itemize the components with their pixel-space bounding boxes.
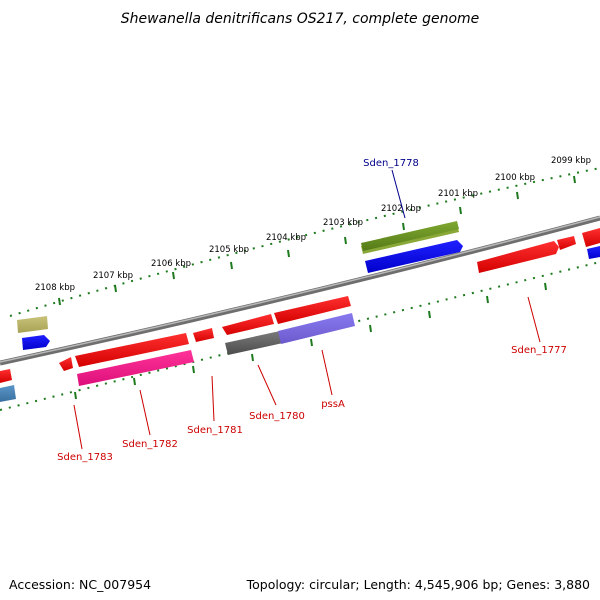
gene-label-sden-1783[interactable]: Sden_1783: [57, 452, 113, 463]
kbp-label-2099: 2099 kbp: [551, 156, 591, 166]
gene-label-sden-1781[interactable]: Sden_1781: [187, 425, 243, 436]
gene-red-small-a[interactable]: [557, 236, 576, 250]
gene-label-sden-1778[interactable]: Sden_1778: [363, 158, 419, 169]
gene-sden-1782-magenta[interactable]: [77, 350, 194, 386]
inner-major-ticks: [74, 282, 547, 400]
leader-sden-1783: [73, 404, 83, 450]
gene-label-sden-1782[interactable]: Sden_1782: [122, 439, 178, 450]
gene-pssA-red[interactable]: [274, 296, 351, 324]
tick-2100: [516, 191, 519, 200]
map-title: Shewanella denitrificans OS217, complete…: [121, 11, 480, 27]
reverse-strand-genes: [0, 296, 355, 402]
leader-sden-1778: [391, 169, 406, 219]
gene-steel-left-edge[interactable]: [0, 385, 16, 402]
inner-scale-track: [0, 261, 600, 411]
leader-sden-1777: [527, 296, 541, 343]
label-leaders: [73, 169, 541, 450]
kbp-label-2102: 2102 kbp: [381, 204, 421, 214]
gene-red-left-edge[interactable]: [0, 369, 12, 383]
kbp-label-2105: 2105 kbp: [209, 245, 249, 255]
outer-scale-track: [9, 167, 600, 317]
tick-2104: [287, 249, 290, 258]
gene-blue-forward[interactable]: [365, 240, 463, 273]
gene-sden-1782-red[interactable]: [75, 333, 189, 367]
gene-blue-edge[interactable]: [587, 246, 600, 259]
kbp-label-2101: 2101 kbp: [438, 189, 478, 199]
tick-2101: [459, 206, 462, 215]
gene-khaki[interactable]: [17, 316, 48, 333]
gene-red-edge[interactable]: [582, 228, 600, 247]
forward-strand-genes: [17, 221, 600, 350]
kbp-label-2107: 2107 kbp: [93, 271, 133, 281]
kbp-label-2106: 2106 kbp: [151, 259, 191, 269]
gene-sden-1780-red[interactable]: [222, 314, 274, 335]
tick-2102: [402, 222, 405, 231]
gene-blue-left[interactable]: [22, 335, 50, 350]
genome-summary-text: Topology: circular; Length: 4,545,906 bp…: [246, 577, 590, 592]
gene-labels: Sden_1778 Sden_1777 pssA Sden_1780 Sden_…: [57, 158, 567, 463]
gene-pssA-purple[interactable]: [278, 313, 355, 344]
genome-backbone: [0, 215, 600, 366]
gene-label-sden-1780[interactable]: Sden_1780: [249, 411, 305, 422]
kbp-label-2104: 2104 kbp: [266, 233, 306, 243]
tick-2107: [114, 284, 117, 293]
outer-major-ticks: [58, 175, 576, 306]
gene-sden-1783[interactable]: [59, 357, 73, 371]
leader-sden-1781: [211, 375, 215, 422]
accession-text: Accession: NC_007954: [9, 577, 152, 592]
kbp-labels: 2099 kbp 2100 kbp 2101 kbp 2102 kbp 2103…: [35, 156, 591, 293]
kbp-label-2100: 2100 kbp: [495, 173, 535, 183]
gene-sden-1781[interactable]: [193, 328, 214, 342]
tick-2103: [344, 236, 347, 245]
gene-label-pssA[interactable]: pssA: [321, 399, 345, 410]
gene-gray[interactable]: [225, 331, 283, 355]
tick-2108: [58, 297, 61, 306]
gene-sden-1777[interactable]: [477, 241, 559, 273]
kbp-label-2108: 2108 kbp: [35, 283, 75, 293]
tick-2099: [573, 175, 576, 184]
leader-sden-1782: [139, 389, 151, 436]
leader-sden-1780: [257, 364, 277, 406]
leader-pssA: [321, 349, 333, 396]
tick-2106: [172, 271, 175, 280]
tick-2105: [230, 261, 233, 270]
kbp-label-2103: 2103 kbp: [323, 218, 363, 228]
gene-sden-1778[interactable]: [361, 221, 459, 251]
gene-label-sden-1777[interactable]: Sden_1777: [511, 345, 567, 356]
